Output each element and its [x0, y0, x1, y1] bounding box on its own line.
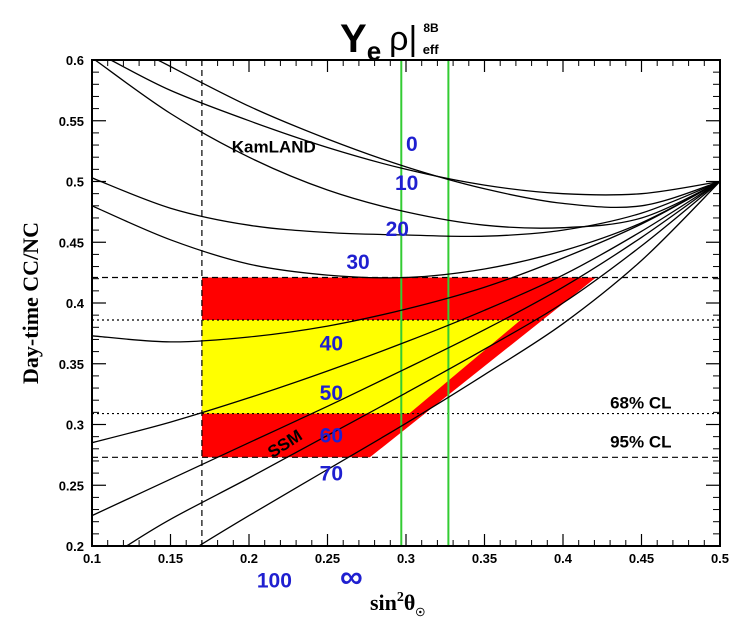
curve-label-10: 10 — [395, 172, 418, 195]
y-tick-label: 0.4 — [66, 296, 85, 311]
title-sub2: eff — [423, 42, 440, 57]
curve-labels: 0 10 20 30 40 50 60 70 100 ∞ — [257, 133, 419, 594]
curve-label-0: 0 — [406, 133, 418, 156]
curve-infinity — [198, 181, 720, 546]
y-axis-title: Day-time CC/NC — [18, 222, 43, 384]
annotation-95-cl: 95% CL — [610, 433, 671, 452]
y-tick-label: 0.6 — [66, 53, 84, 68]
curve-label-70: 70 — [320, 462, 343, 485]
x-tick-label: 0.25 — [315, 551, 340, 566]
x-tick-label: 0.35 — [472, 551, 497, 566]
y-tick-label: 0.45 — [59, 235, 84, 250]
confidence-regions — [201, 277, 596, 458]
curves — [92, 60, 720, 546]
chart-title: Ye ρ| 8B eff — [340, 17, 439, 66]
region-68-cl — [201, 320, 521, 414]
y-tick-label: 0.25 — [59, 478, 84, 493]
y-tick-label: 0.5 — [66, 175, 84, 190]
curve-20 — [94, 60, 720, 229]
title-rho: ρ| — [389, 20, 417, 58]
y-tick-label: 0.3 — [66, 418, 84, 433]
curve-label-20: 20 — [386, 218, 409, 241]
curve-0 — [110, 60, 720, 196]
curve-70 — [92, 180, 720, 517]
curve-label-30: 30 — [346, 251, 369, 274]
curve-30 — [92, 177, 720, 238]
x-tick-label: 0.15 — [158, 551, 183, 566]
x-tick-label: 0.4 — [554, 551, 573, 566]
x-tick-label: 0.3 — [397, 551, 415, 566]
y-tick-label: 0.35 — [59, 357, 84, 372]
x-tick-label: 0.45 — [629, 551, 654, 566]
curve-10 — [157, 60, 720, 209]
x-tick-label: 0.1 — [83, 551, 101, 566]
curve-label-50: 50 — [320, 382, 343, 405]
curve-label-100: 100 — [257, 569, 292, 592]
curve-label-60: 60 — [320, 425, 343, 448]
curve-label-40: 40 — [320, 332, 343, 355]
y-tick-label: 0.2 — [66, 539, 84, 554]
annotation-68-cl: 68% CL — [610, 394, 671, 413]
curve-label-infinity: ∞ — [340, 558, 363, 594]
annotation-kamland: KamLAND — [232, 137, 316, 156]
tick-labels: 0.1 0.15 0.2 0.25 0.3 0.35 0.4 0.45 0.5 0.2 0.25 0.… — [59, 53, 729, 566]
x-tick-label: 0.5 — [711, 551, 729, 566]
curve-40 — [92, 180, 720, 279]
axis-ticks — [91, 59, 721, 547]
x-tick-label: 0.2 — [240, 551, 258, 566]
y-tick-label: 0.55 — [59, 114, 84, 129]
curve-60 — [92, 180, 720, 444]
title-subscript: e — [367, 36, 381, 66]
curve-100 — [126, 180, 720, 546]
title-symbol: Y — [340, 17, 367, 61]
title-superscript: 8B — [423, 21, 439, 35]
curve-50 — [92, 180, 720, 343]
x-axis-title: sin2θ☉ — [370, 590, 425, 619]
